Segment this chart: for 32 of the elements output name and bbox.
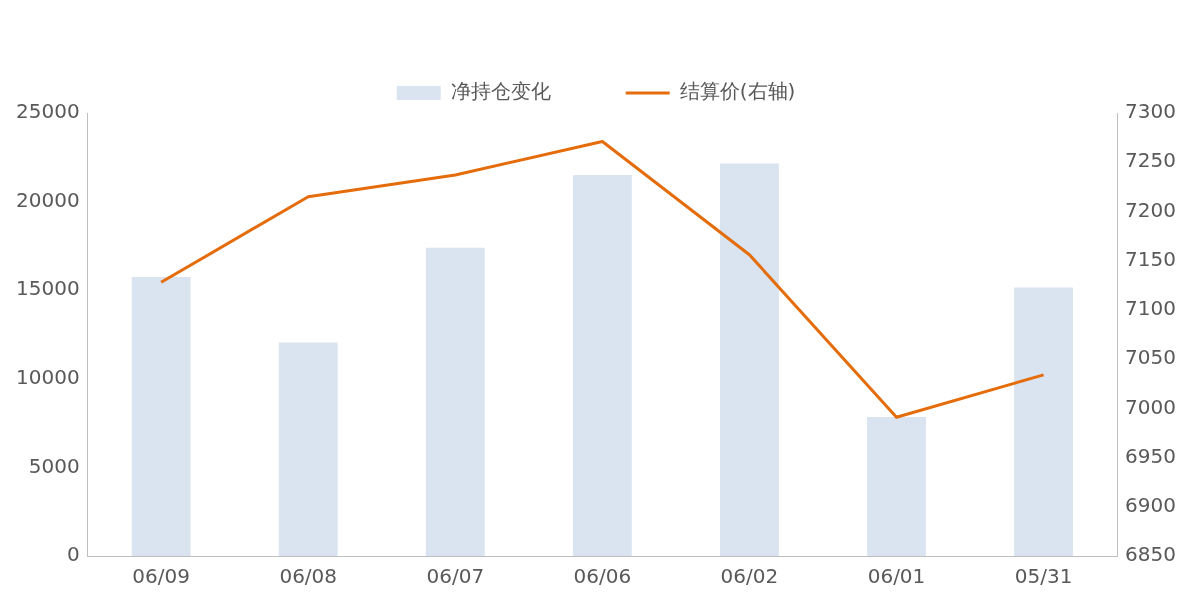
bar (572, 175, 632, 556)
y2-tick-label: 7000 (1125, 394, 1177, 419)
x-tick-label: 06/07 (426, 564, 485, 589)
y-tick-label: 20000 (16, 187, 80, 212)
bar (867, 416, 926, 556)
bar (278, 342, 338, 556)
y2-tick-label: 6850 (1125, 542, 1177, 567)
y-tick-label: 15000 (16, 276, 80, 301)
legend-label: 净持仓变化 (450, 79, 551, 104)
y2-tick-label: 7100 (1125, 296, 1177, 321)
bar (720, 163, 779, 556)
x-tick-label: 06/08 (279, 564, 338, 589)
y-tick-label: 5000 (28, 453, 80, 478)
bar (131, 276, 191, 556)
y2-tick-label: 7250 (1125, 148, 1177, 173)
x-tick-label: 06/09 (132, 564, 190, 589)
y2-tick-label: 6900 (1125, 492, 1177, 517)
y2-tick-label: 7050 (1125, 345, 1177, 370)
y-tick-label: 10000 (16, 365, 80, 389)
y2-tick-label: 7200 (1125, 197, 1177, 222)
y-tick-label: 0 (66, 542, 80, 567)
x-tick-label: 06/02 (720, 564, 779, 589)
x-tick-label: 06/01 (867, 564, 926, 589)
y-tick-label: 25000 (16, 99, 80, 124)
bar (1014, 287, 1073, 556)
y2-tick-label: 6950 (1125, 443, 1177, 468)
x-tick-label: 06/06 (573, 564, 632, 589)
y2-tick-label: 7150 (1125, 246, 1177, 271)
bar (425, 247, 485, 556)
legend-label: 结算价(右轴) (679, 79, 796, 104)
x-tick-label: 05/31 (1014, 564, 1073, 589)
y2-tick-label: 7300 (1125, 99, 1177, 124)
